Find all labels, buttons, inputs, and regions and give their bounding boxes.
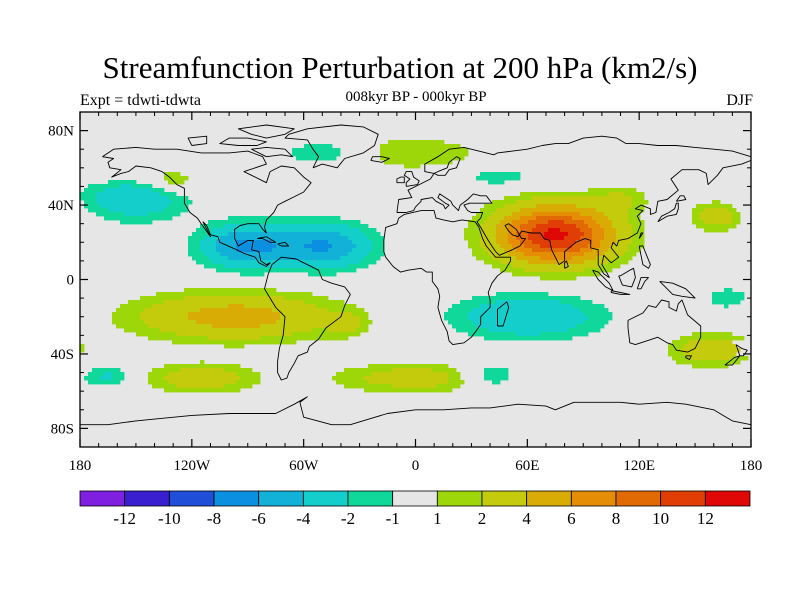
lon-tick-label: 60E	[515, 458, 539, 474]
coastline-path	[264, 256, 351, 381]
coastline-path	[396, 135, 751, 279]
coastline-path	[433, 156, 461, 176]
coastline-path	[564, 260, 569, 269]
lat-tick-label: 80S	[51, 421, 74, 437]
coastline-path	[219, 137, 267, 146]
coastline-path	[237, 124, 295, 139]
lon-tick-label: 120W	[173, 458, 211, 474]
coastline-path	[187, 135, 208, 146]
coastline-path	[396, 176, 405, 184]
coastline-path	[370, 156, 390, 163]
map-axes: 180 120W 60W 0 60E 120E 180 80N 40N 0 40S 80S	[48, 112, 762, 474]
plot-subtitle: 008kyr BP - 000kyr BP	[345, 89, 487, 105]
coastline-path	[257, 236, 277, 243]
lat-tick-label: 40S	[51, 347, 74, 363]
coastline-path	[676, 195, 687, 202]
season-label: DJF	[726, 92, 753, 109]
coastline-path	[638, 232, 644, 239]
coastlines	[80, 124, 751, 426]
lat-tick-label: 40N	[48, 198, 74, 214]
lon-tick-label: 180	[69, 458, 92, 474]
plot-title: Streamfunction Perturbation at 200 hPa (…	[102, 50, 698, 85]
coastline-path	[638, 245, 651, 269]
coastline-path	[284, 124, 379, 169]
coastline-path	[497, 301, 510, 327]
coastline-path	[251, 146, 293, 158]
coastline-path	[627, 299, 702, 353]
coastline-path	[102, 146, 312, 267]
coastline-path	[383, 210, 512, 346]
coastline-path	[724, 355, 741, 366]
lat-tick-label: 80N	[48, 124, 74, 140]
experiment-label: Expt = tdwti-tdwta	[80, 92, 202, 109]
coastline-path	[277, 241, 290, 247]
lon-tick-label: 180	[740, 458, 763, 474]
coastline-path	[80, 396, 751, 426]
lon-tick-label: 120E	[623, 458, 655, 474]
coastline-path	[685, 355, 692, 360]
lon-tick-label: 60W	[289, 458, 319, 474]
coastline-path	[403, 171, 420, 187]
coastline-path	[618, 267, 636, 288]
contour-field	[80, 140, 749, 393]
lat-tick-label: 0	[67, 273, 75, 289]
coastline-path	[636, 277, 649, 290]
coastline-path	[610, 290, 631, 295]
lon-tick-label: 0	[412, 458, 420, 474]
coastline-path	[657, 202, 679, 223]
coastline-path	[659, 280, 696, 299]
coastline-path	[735, 344, 748, 357]
